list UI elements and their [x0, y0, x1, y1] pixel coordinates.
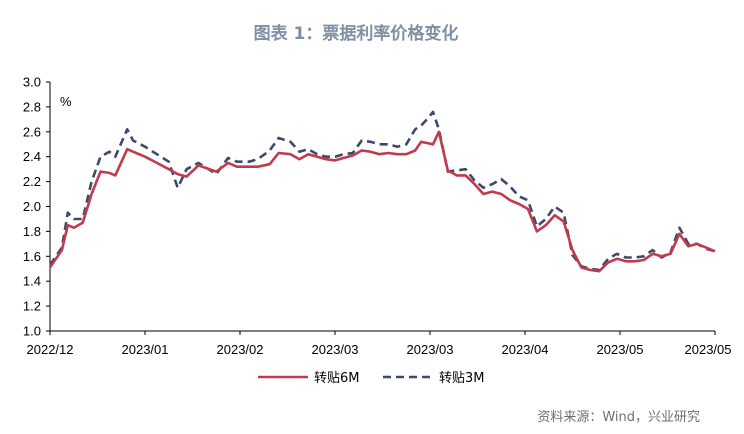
- x-tick-label: 2023/02: [217, 342, 264, 357]
- source-note: 资料来源：Wind，兴业研究: [537, 410, 700, 425]
- y-tick-label: 1.2: [23, 299, 41, 314]
- x-tick-label: 2023/01: [122, 342, 169, 357]
- y-tick-label: 1.8: [23, 224, 41, 239]
- legend-label: 转贴6M: [314, 371, 360, 386]
- x-tick-label: 2023/05: [685, 342, 732, 357]
- y-tick-label: 3.0: [23, 75, 41, 90]
- x-tick-label: 2023/04: [502, 342, 549, 357]
- y-axis: 1.0 1.2 1.4 1.6 1.8 2.0 2.2 2.4 2.6 2.8 3.0: [23, 75, 51, 339]
- y-tick-label: 1.6: [23, 249, 41, 264]
- chart-title: 图表 1：票据利率价格变化: [254, 23, 459, 44]
- y-tick-label: 2.8: [23, 99, 41, 114]
- y-tick-label: 1.4: [23, 274, 41, 289]
- y-tick-label: 2.0: [23, 199, 41, 214]
- y-axis-unit: %: [60, 94, 72, 109]
- x-tick-label: 2023/03: [407, 342, 454, 357]
- x-tick-label: 2022/12: [27, 342, 74, 357]
- x-tick-label: 2023/03: [312, 342, 359, 357]
- legend-label: 转贴3M: [439, 371, 485, 386]
- y-tick-label: 2.2: [23, 174, 41, 189]
- y-tick-label: 1.0: [23, 324, 41, 339]
- legend: 转贴6M 转贴3M: [258, 371, 485, 386]
- x-axis: 2022/12 2023/01 2023/02 2023/03 2023/03 2023/…: [27, 330, 732, 357]
- y-tick-label: 2.6: [23, 124, 41, 139]
- y-tick-label: 2.4: [23, 149, 41, 164]
- series-line-6m: [48, 130, 716, 273]
- series-group: [48, 110, 716, 273]
- series-line-3m: [48, 110, 716, 272]
- x-tick-label: 2023/05: [597, 342, 644, 357]
